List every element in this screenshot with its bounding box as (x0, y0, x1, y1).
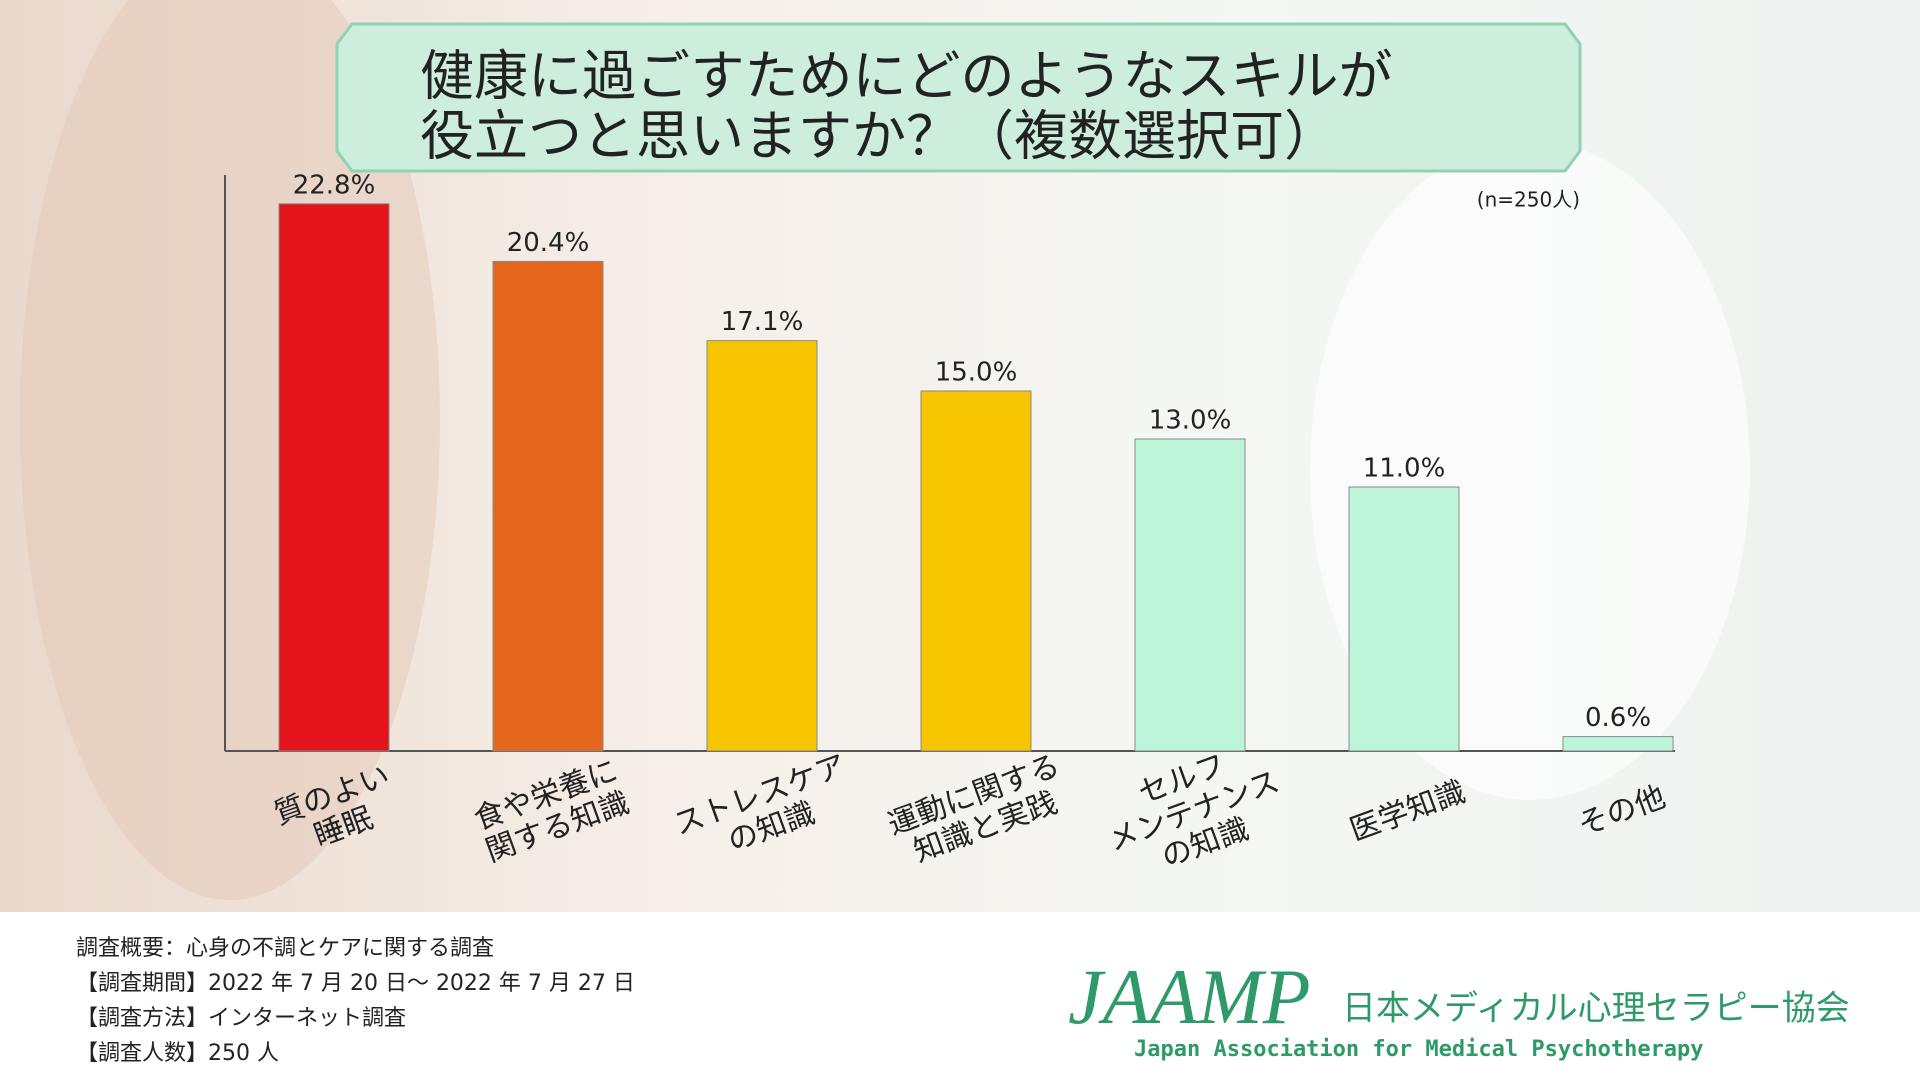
footer-band (0, 912, 1920, 1080)
footer-line: 調査概要：心身の不調とケアに関する調査 (76, 936, 494, 961)
value-label: 20.4% (507, 228, 590, 258)
chart-title: 役立つと思いますか？（複数選択可） (420, 105, 1338, 168)
logo-mark: JAAMP (1068, 953, 1311, 1040)
footer: 調査概要：心身の不調とケアに関する調査 【調査期間】2022 年 7 月 20 … (76, 936, 635, 1066)
bar (278, 203, 390, 752)
value-label: 0.6% (1585, 703, 1651, 733)
bar (706, 340, 818, 752)
footer-line: 【調査方法】インターネット調査 (76, 1006, 406, 1031)
logo-name-en: Japan Association for Medical Psychother… (1134, 1037, 1704, 1062)
value-label: 17.1% (721, 307, 804, 337)
footer-line: 【調査期間】2022 年 7 月 20 日～ 2022 年 7 月 27 日 (76, 971, 635, 996)
footer-line: 【調査人数】250 人 (76, 1041, 279, 1066)
logo-name-ja: 日本メディカル心理セラピー協会 (1342, 989, 1850, 1029)
bar (920, 390, 1032, 752)
value-label: 22.8% (293, 170, 376, 200)
sample-note: (n=250人) (1477, 188, 1580, 212)
bar (492, 260, 604, 752)
bar (1134, 438, 1246, 752)
bar (1348, 486, 1460, 752)
value-label: 15.0% (935, 358, 1018, 388)
chart-title: 健康に過ごすためにどのようなスキルが (420, 45, 1393, 108)
title-banner (335, 22, 1582, 173)
value-label: 11.0% (1363, 454, 1446, 484)
value-label: 13.0% (1149, 406, 1232, 436)
bar (1562, 736, 1674, 752)
